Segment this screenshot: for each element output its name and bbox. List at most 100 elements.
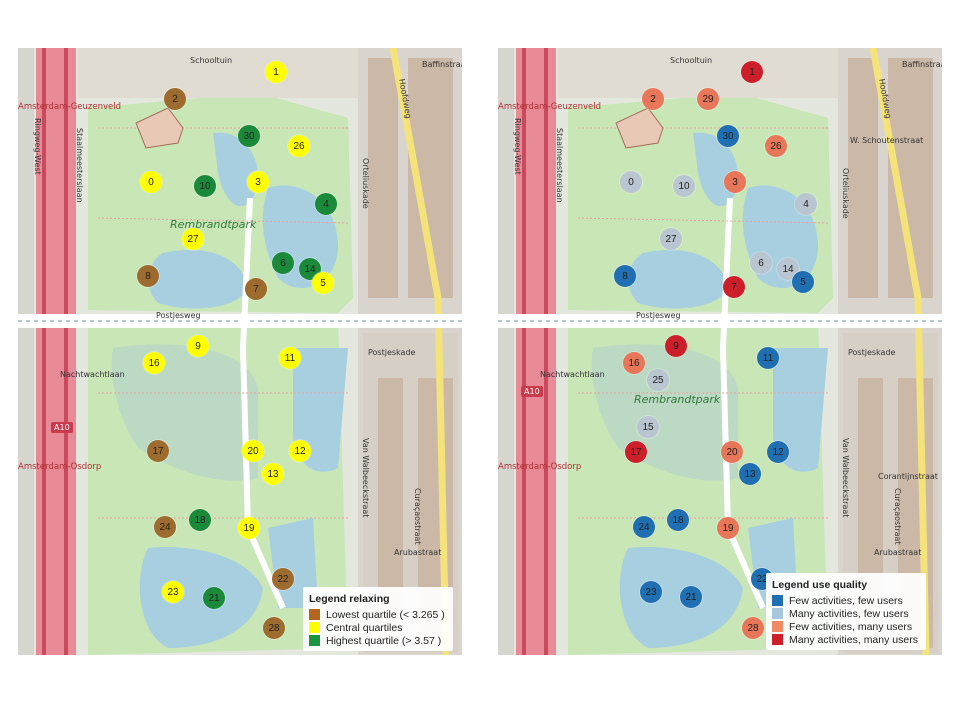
label-van-walbeeckstraat: Van Walbeeckstraat <box>361 438 370 518</box>
site-marker-16[interactable]: 16 <box>623 352 645 374</box>
site-marker-17[interactable]: 17 <box>147 440 169 462</box>
site-marker-30[interactable]: 30 <box>717 125 739 147</box>
label-a10: A10 <box>521 386 543 397</box>
site-marker-15[interactable]: 15 <box>637 416 659 438</box>
site-marker-7[interactable]: 7 <box>723 276 745 298</box>
label-nachtwachtlaan: Nachtwachtlaan <box>540 370 605 379</box>
label-a10: A10 <box>51 422 73 433</box>
legend-label: Few activities, few users <box>789 594 903 607</box>
site-marker-26[interactable]: 26 <box>288 135 310 157</box>
label-rembrandtpark: Rembrandtpark <box>634 393 721 406</box>
site-marker-24[interactable]: 24 <box>154 516 176 538</box>
label-ringweg-top: Ringweg-West <box>513 118 522 175</box>
site-marker-11[interactable]: 11 <box>757 347 779 369</box>
site-marker-7[interactable]: 7 <box>245 278 267 300</box>
legend-item: Many activities, few users <box>772 607 918 620</box>
site-marker-10[interactable]: 10 <box>194 175 216 197</box>
site-marker-27[interactable]: 27 <box>182 228 204 250</box>
legend-swatch <box>772 634 783 645</box>
label-geuzenveld: Amsterdam-Geuzenveld <box>18 102 121 112</box>
site-marker-28[interactable]: 28 <box>263 617 285 639</box>
site-marker-17[interactable]: 17 <box>625 441 647 463</box>
label-postjeskade: Postjeskade <box>368 348 416 357</box>
legend-swatch <box>772 595 783 606</box>
label-ringweg-top: Ringweg-West <box>33 118 42 175</box>
label-schoutenstraat: W. Schoutenstraat <box>850 136 924 145</box>
site-marker-11[interactable]: 11 <box>279 347 301 369</box>
site-marker-4[interactable]: 4 <box>795 193 817 215</box>
label-postjeskade: Postjeskade <box>848 348 896 357</box>
site-marker-21[interactable]: 21 <box>680 586 702 608</box>
legend-swatch <box>309 609 320 620</box>
site-marker-23[interactable]: 23 <box>640 581 662 603</box>
site-marker-26[interactable]: 26 <box>765 135 787 157</box>
site-marker-12[interactable]: 12 <box>767 441 789 463</box>
legend-label: Lowest quartile (< 3.265 ) <box>326 608 445 621</box>
legend-label: Highest quartile (> 3.57 ) <box>326 634 442 647</box>
site-marker-9[interactable]: 9 <box>187 335 209 357</box>
site-marker-8[interactable]: 8 <box>614 265 636 287</box>
site-marker-13[interactable]: 13 <box>739 463 761 485</box>
label-orteliuskade: Orteliuskade <box>361 158 370 209</box>
site-marker-12[interactable]: 12 <box>289 440 311 462</box>
site-marker-29[interactable]: 29 <box>697 88 719 110</box>
site-marker-0[interactable]: 0 <box>620 171 642 193</box>
site-marker-18[interactable]: 18 <box>667 509 689 531</box>
site-marker-20[interactable]: 20 <box>721 441 743 463</box>
site-marker-9[interactable]: 9 <box>665 335 687 357</box>
site-marker-6[interactable]: 6 <box>750 252 772 274</box>
label-rembrandtpark: Rembrandtpark <box>170 218 257 231</box>
site-marker-1[interactable]: 1 <box>741 61 763 83</box>
legend-swatch <box>309 635 320 646</box>
label-osdorp: Amsterdam-Osdorp <box>18 462 102 472</box>
legend-label: Many activities, many users <box>789 633 918 646</box>
site-marker-24[interactable]: 24 <box>633 516 655 538</box>
legend-item: Lowest quartile (< 3.265 ) <box>309 608 445 621</box>
site-marker-28[interactable]: 28 <box>742 617 764 639</box>
site-marker-18[interactable]: 18 <box>189 509 211 531</box>
site-marker-3[interactable]: 3 <box>247 171 269 193</box>
site-marker-21[interactable]: 21 <box>203 587 225 609</box>
label-staalmeesterslaan: Staalmeesterslaan <box>555 128 564 203</box>
map-relaxing[interactable]: Schooltuin Amsterdam-Geuzenveld Ringweg-… <box>18 48 462 655</box>
label-arubastraat: Arubastraat <box>874 548 922 557</box>
label-van-walbeeckstraat: Van Walbeeckstraat <box>841 438 850 518</box>
site-marker-0[interactable]: 0 <box>140 171 162 193</box>
site-marker-13[interactable]: 13 <box>262 463 284 485</box>
label-staalmeesterslaan: Staalmeesterslaan <box>75 128 84 203</box>
label-curacaostraat: Curaçaostraat <box>893 488 902 545</box>
label-baffinstraat: Baffinstraat <box>902 60 942 69</box>
site-marker-25[interactable]: 25 <box>647 369 669 391</box>
label-arubastraat: Arubastraat <box>394 548 442 557</box>
site-marker-5[interactable]: 5 <box>792 271 814 293</box>
legend-item: Highest quartile (> 3.57 ) <box>309 634 445 647</box>
map-use-quality[interactable]: Schooltuin Amsterdam-Geuzenveld Ringweg-… <box>498 48 942 655</box>
site-marker-30[interactable]: 30 <box>238 125 260 147</box>
site-marker-20[interactable]: 20 <box>242 440 264 462</box>
site-marker-10[interactable]: 10 <box>673 175 695 197</box>
label-osdorp: Amsterdam-Osdorp <box>498 462 582 472</box>
site-marker-27[interactable]: 27 <box>660 228 682 250</box>
label-baffinstraat: Baffinstraat <box>422 60 462 69</box>
legend-label: Many activities, few users <box>789 607 909 620</box>
legend-item: Few activities, many users <box>772 620 918 633</box>
legend-title: Legend relaxing <box>309 593 390 605</box>
legend-swatch <box>772 608 783 619</box>
site-marker-16[interactable]: 16 <box>143 352 165 374</box>
site-marker-4[interactable]: 4 <box>315 193 337 215</box>
site-marker-19[interactable]: 19 <box>717 517 739 539</box>
site-marker-22[interactable]: 22 <box>272 568 294 590</box>
site-marker-23[interactable]: 23 <box>162 581 184 603</box>
label-postjesweg: Postjesweg <box>156 311 201 320</box>
site-marker-1[interactable]: 1 <box>265 61 287 83</box>
label-orteliuskade: Orteliuskade <box>841 168 850 219</box>
site-marker-8[interactable]: 8 <box>137 265 159 287</box>
site-marker-6[interactable]: 6 <box>272 252 294 274</box>
site-marker-19[interactable]: 19 <box>238 517 260 539</box>
label-schooltuin: Schooltuin <box>190 56 233 65</box>
site-marker-2[interactable]: 2 <box>164 88 186 110</box>
site-marker-3[interactable]: 3 <box>724 171 746 193</box>
site-marker-2[interactable]: 2 <box>642 88 664 110</box>
label-postjesweg: Postjesweg <box>636 311 681 320</box>
site-marker-5[interactable]: 5 <box>312 272 334 294</box>
